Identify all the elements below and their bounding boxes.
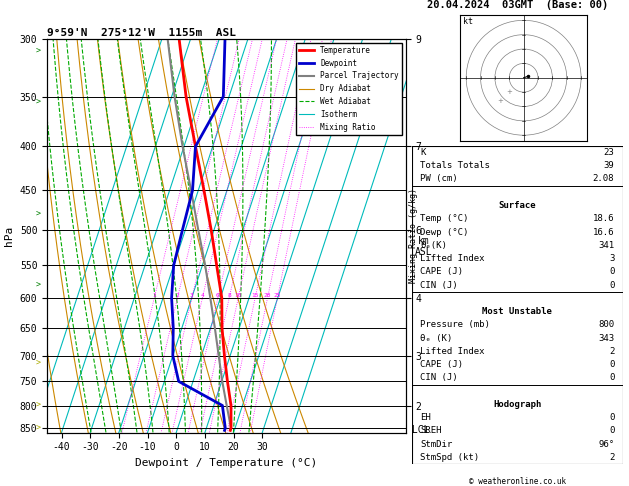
Text: 8: 8 — [227, 293, 231, 298]
Text: 16.6: 16.6 — [593, 227, 615, 237]
Text: LCL: LCL — [406, 425, 429, 435]
Text: 0: 0 — [609, 413, 615, 422]
Legend: Temperature, Dewpoint, Parcel Trajectory, Dry Adiabat, Wet Adiabat, Isotherm, Mi: Temperature, Dewpoint, Parcel Trajectory… — [296, 43, 402, 135]
Text: 6: 6 — [216, 293, 220, 298]
Text: 343: 343 — [598, 333, 615, 343]
Text: 15: 15 — [252, 293, 259, 298]
Text: 10: 10 — [235, 293, 242, 298]
Y-axis label: hPa: hPa — [4, 226, 14, 246]
Text: 800: 800 — [598, 320, 615, 330]
Text: CAPE (J): CAPE (J) — [420, 267, 464, 277]
Text: CIN (J): CIN (J) — [420, 280, 458, 290]
Text: +: + — [506, 89, 512, 95]
Text: 0: 0 — [609, 373, 615, 382]
Text: StmSpd (kt): StmSpd (kt) — [420, 453, 479, 462]
Text: >: > — [35, 359, 40, 368]
Text: 23: 23 — [604, 148, 615, 157]
Text: θₑ (K): θₑ (K) — [420, 333, 453, 343]
Text: 4: 4 — [201, 293, 204, 298]
Text: Lifted Index: Lifted Index — [420, 347, 485, 356]
Text: 0: 0 — [609, 360, 615, 369]
Text: CAPE (J): CAPE (J) — [420, 360, 464, 369]
Text: K: K — [420, 148, 426, 157]
Text: 0: 0 — [609, 427, 615, 435]
Text: SREH: SREH — [420, 427, 442, 435]
Text: 39: 39 — [604, 161, 615, 170]
Y-axis label: km
ASL: km ASL — [415, 236, 433, 257]
Text: 3: 3 — [190, 293, 194, 298]
Text: >: > — [35, 97, 40, 106]
Text: 341: 341 — [598, 241, 615, 250]
Text: >: > — [35, 424, 40, 433]
Text: 2: 2 — [175, 293, 179, 298]
Text: Surface: Surface — [499, 201, 536, 210]
Text: 2.08: 2.08 — [593, 174, 615, 183]
Text: 25: 25 — [274, 293, 281, 298]
Text: Temp (°C): Temp (°C) — [420, 214, 469, 223]
Text: 0: 0 — [609, 280, 615, 290]
Text: 2: 2 — [609, 347, 615, 356]
Text: Dewp (°C): Dewp (°C) — [420, 227, 469, 237]
Text: 20: 20 — [264, 293, 271, 298]
Text: StmDir: StmDir — [420, 440, 453, 449]
Text: 2: 2 — [609, 453, 615, 462]
Text: 18.6: 18.6 — [593, 214, 615, 223]
X-axis label: Dewpoint / Temperature (°C): Dewpoint / Temperature (°C) — [135, 458, 318, 468]
Text: 20.04.2024  03GMT  (Base: 00): 20.04.2024 03GMT (Base: 00) — [426, 0, 608, 10]
Text: CIN (J): CIN (J) — [420, 373, 458, 382]
Text: PW (cm): PW (cm) — [420, 174, 458, 183]
Text: 1: 1 — [152, 293, 156, 298]
Text: Most Unstable: Most Unstable — [482, 307, 552, 316]
Text: >: > — [35, 401, 40, 410]
Text: Hodograph: Hodograph — [493, 400, 542, 409]
Text: 9°59'N  275°12'W  1155m  ASL: 9°59'N 275°12'W 1155m ASL — [47, 28, 236, 38]
Text: kt: kt — [464, 17, 474, 26]
Text: Totals Totals: Totals Totals — [420, 161, 490, 170]
Text: >: > — [35, 47, 40, 55]
Text: 0: 0 — [609, 267, 615, 277]
Text: +: + — [498, 98, 504, 104]
Text: 3: 3 — [609, 254, 615, 263]
Text: Lifted Index: Lifted Index — [420, 254, 485, 263]
Text: © weatheronline.co.uk: © weatheronline.co.uk — [469, 477, 566, 486]
Text: EH: EH — [420, 413, 431, 422]
Text: Pressure (mb): Pressure (mb) — [420, 320, 490, 330]
Text: Mixing Ratio (g/kg): Mixing Ratio (g/kg) — [409, 188, 418, 283]
Text: 96°: 96° — [598, 440, 615, 449]
Text: >: > — [35, 281, 40, 290]
Text: >: > — [35, 210, 40, 219]
Text: θₑ(K): θₑ(K) — [420, 241, 447, 250]
